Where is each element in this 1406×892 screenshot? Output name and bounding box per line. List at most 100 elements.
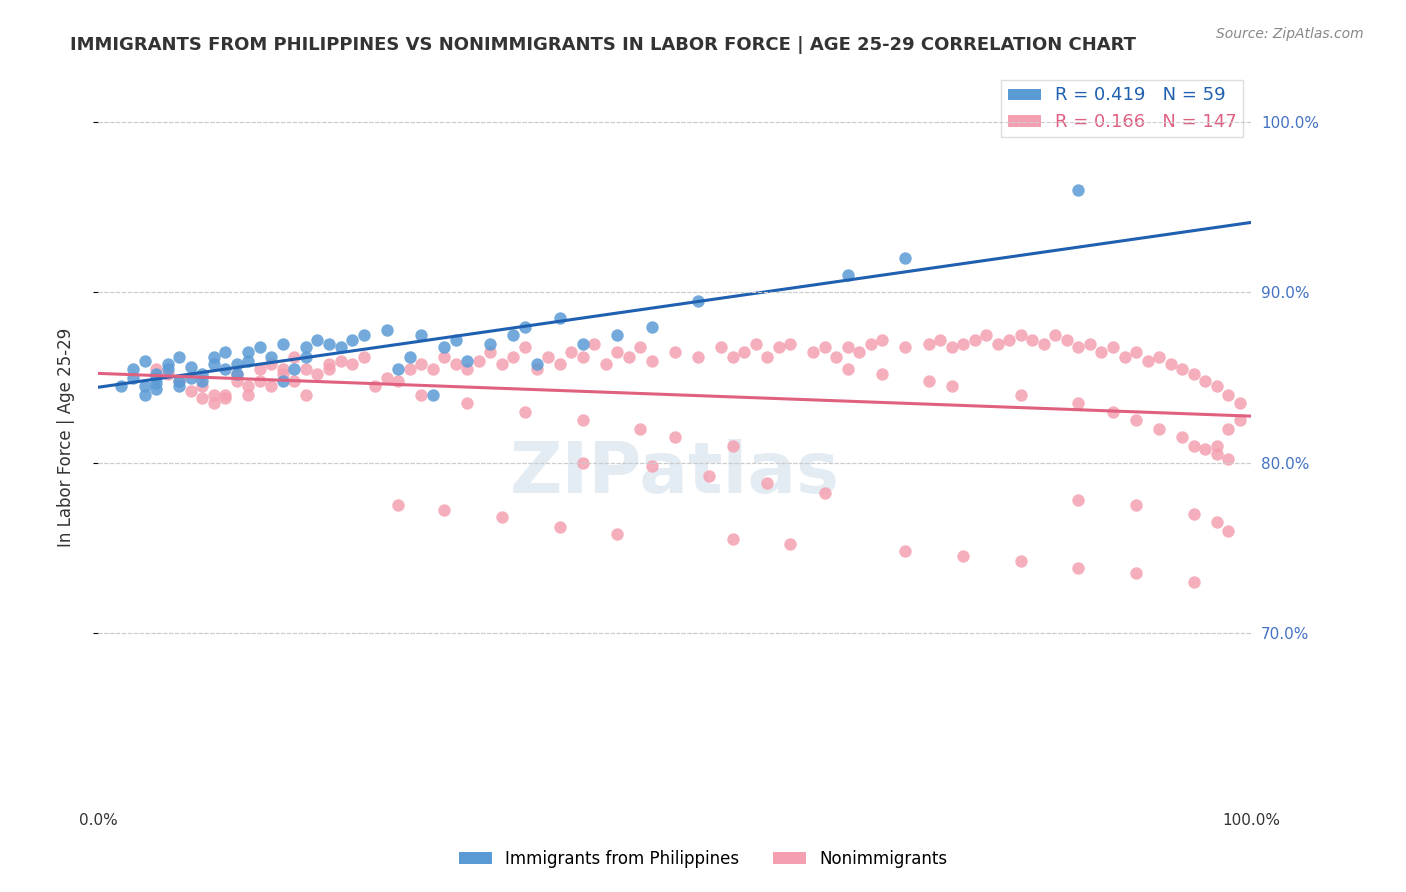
Nonimmigrants xyxy=(214,391,236,405)
Nonimmigrants xyxy=(987,336,1010,351)
Nonimmigrants xyxy=(560,345,582,359)
Nonimmigrants xyxy=(340,357,363,371)
Nonimmigrants xyxy=(894,340,917,354)
Nonimmigrants xyxy=(1125,498,1147,512)
Nonimmigrants xyxy=(617,350,640,364)
Nonimmigrants xyxy=(1171,430,1194,444)
Immigrants from Philippines xyxy=(134,353,156,368)
Nonimmigrants xyxy=(1229,396,1251,410)
Immigrants from Philippines xyxy=(387,362,409,376)
Nonimmigrants xyxy=(491,510,513,524)
Nonimmigrants xyxy=(167,374,190,388)
Nonimmigrants xyxy=(260,357,283,371)
Nonimmigrants xyxy=(721,439,744,453)
Nonimmigrants xyxy=(1067,561,1090,575)
Immigrants from Philippines xyxy=(238,353,260,368)
Immigrants from Philippines xyxy=(526,357,548,371)
Nonimmigrants xyxy=(998,333,1021,347)
Immigrants from Philippines xyxy=(398,350,420,364)
Nonimmigrants xyxy=(571,456,593,470)
Nonimmigrants xyxy=(271,362,294,376)
Nonimmigrants xyxy=(756,350,779,364)
Immigrants from Philippines xyxy=(180,360,202,375)
Nonimmigrants xyxy=(699,469,721,483)
Immigrants from Philippines xyxy=(686,293,709,308)
Nonimmigrants xyxy=(859,336,882,351)
Nonimmigrants xyxy=(249,374,271,388)
Nonimmigrants xyxy=(1194,374,1216,388)
Immigrants from Philippines xyxy=(502,328,524,343)
Nonimmigrants xyxy=(1218,421,1240,435)
Nonimmigrants xyxy=(411,357,433,371)
Nonimmigrants xyxy=(283,350,305,364)
Nonimmigrants xyxy=(779,537,801,551)
Nonimmigrants xyxy=(145,362,167,376)
Nonimmigrants xyxy=(433,503,456,517)
Immigrants from Philippines xyxy=(134,379,156,393)
Nonimmigrants xyxy=(837,362,859,376)
Nonimmigrants xyxy=(1136,353,1159,368)
Nonimmigrants xyxy=(271,367,294,381)
Immigrants from Philippines xyxy=(375,323,398,337)
Nonimmigrants xyxy=(526,362,548,376)
Nonimmigrants xyxy=(595,357,617,371)
Nonimmigrants xyxy=(1032,336,1054,351)
Immigrants from Philippines xyxy=(225,367,247,381)
Immigrants from Philippines xyxy=(513,319,536,334)
Nonimmigrants xyxy=(1021,333,1043,347)
Nonimmigrants xyxy=(952,336,974,351)
Nonimmigrants xyxy=(1102,404,1125,418)
Text: Source: ZipAtlas.com: Source: ZipAtlas.com xyxy=(1216,27,1364,41)
Nonimmigrants xyxy=(548,357,571,371)
Immigrants from Philippines xyxy=(214,345,236,359)
Nonimmigrants xyxy=(974,328,997,343)
Nonimmigrants xyxy=(1147,350,1170,364)
Nonimmigrants xyxy=(468,353,491,368)
Nonimmigrants xyxy=(1010,328,1032,343)
Nonimmigrants xyxy=(686,350,709,364)
Nonimmigrants xyxy=(1205,379,1227,393)
Nonimmigrants xyxy=(814,486,837,500)
Immigrants from Philippines xyxy=(156,357,179,371)
Nonimmigrants xyxy=(721,350,744,364)
Nonimmigrants xyxy=(1067,340,1090,354)
Immigrants from Philippines xyxy=(295,350,318,364)
Nonimmigrants xyxy=(318,357,340,371)
Nonimmigrants xyxy=(768,340,790,354)
Nonimmigrants xyxy=(1114,350,1136,364)
Nonimmigrants xyxy=(1125,566,1147,581)
Nonimmigrants xyxy=(894,544,917,558)
Nonimmigrants xyxy=(1218,452,1240,467)
Nonimmigrants xyxy=(1102,340,1125,354)
Nonimmigrants xyxy=(225,367,247,381)
Nonimmigrants xyxy=(353,350,375,364)
Immigrants from Philippines xyxy=(307,333,329,347)
Nonimmigrants xyxy=(444,357,467,371)
Nonimmigrants xyxy=(156,367,179,381)
Nonimmigrants xyxy=(548,520,571,534)
Nonimmigrants xyxy=(963,333,986,347)
Nonimmigrants xyxy=(606,345,628,359)
Immigrants from Philippines xyxy=(122,370,145,384)
Nonimmigrants xyxy=(917,374,939,388)
Nonimmigrants xyxy=(191,391,214,405)
Nonimmigrants xyxy=(260,379,283,393)
Nonimmigrants xyxy=(1078,336,1101,351)
Nonimmigrants xyxy=(606,527,628,541)
Nonimmigrants xyxy=(664,345,686,359)
Nonimmigrants xyxy=(779,336,801,351)
Immigrants from Philippines xyxy=(202,350,225,364)
Immigrants from Philippines xyxy=(548,311,571,326)
Nonimmigrants xyxy=(1045,328,1067,343)
Nonimmigrants xyxy=(1229,413,1251,427)
Immigrants from Philippines xyxy=(479,336,502,351)
Nonimmigrants xyxy=(1125,413,1147,427)
Nonimmigrants xyxy=(329,353,352,368)
Immigrants from Philippines xyxy=(191,367,214,381)
Nonimmigrants xyxy=(422,362,444,376)
Nonimmigrants xyxy=(456,362,478,376)
Immigrants from Philippines xyxy=(145,370,167,384)
Nonimmigrants xyxy=(941,379,963,393)
Y-axis label: In Labor Force | Age 25-29: In Labor Force | Age 25-29 xyxy=(56,327,75,547)
Nonimmigrants xyxy=(1182,367,1205,381)
